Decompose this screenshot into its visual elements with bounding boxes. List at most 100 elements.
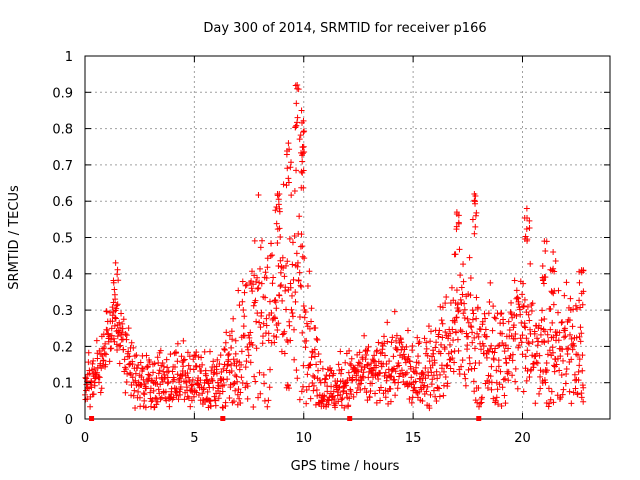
data-point [483,333,490,340]
data-point [499,384,506,391]
data-point [124,370,131,377]
data-point [131,353,138,360]
data-point [129,374,136,381]
data-point [495,401,502,408]
data-point [546,347,553,354]
data-point [467,323,474,330]
data-point [575,368,582,375]
data-point [276,225,283,232]
data-point [362,356,369,363]
data-point [440,382,447,389]
data-point [429,376,436,383]
data-point [487,279,494,286]
data-point [234,378,241,385]
data-point [407,358,414,365]
data-point [301,128,308,135]
data-point [297,132,304,139]
data-point [108,345,115,352]
data-point [275,196,282,203]
data-point [465,319,472,326]
baseline-mark [220,416,226,421]
data-point [319,365,326,372]
data-point [505,345,512,352]
data-point [566,388,573,395]
data-point [155,386,162,393]
data-point [550,334,557,341]
data-point [272,207,279,214]
data-point [465,333,472,340]
data-point [258,280,265,287]
data-point [300,117,307,124]
data-point [462,382,469,389]
data-point [409,342,416,349]
data-point [283,151,290,158]
data-point [455,347,462,354]
data-point [361,385,368,392]
data-point [446,341,453,348]
data-point [356,360,363,367]
data-point [389,366,396,373]
data-point [274,190,281,197]
data-point [479,394,486,401]
data-point [190,356,197,363]
data-point [136,394,143,401]
data-point [298,107,305,114]
data-point [529,338,536,345]
data-point [491,349,498,356]
data-point [526,373,533,380]
data-point [536,352,543,359]
data-point [308,305,315,312]
data-point [142,404,149,411]
data-point [165,379,172,386]
data-point [228,328,235,335]
data-point [519,332,526,339]
y-tick-label: 0.2 [52,340,73,355]
data-point [489,327,496,334]
data-point [242,364,249,371]
data-point [402,359,409,366]
data-point [520,280,527,287]
data-point [111,322,118,329]
data-point [561,334,568,341]
data-point [479,318,486,325]
data-point [441,346,448,353]
data-point [500,320,507,327]
data-point [519,291,526,298]
data-point [514,385,521,392]
data-point [523,205,530,212]
grid-lines [85,56,610,419]
data-point [310,387,317,394]
data-point [467,292,474,299]
data-point [457,272,464,279]
data-point [201,348,208,355]
data-point [130,344,137,351]
data-point [181,396,188,403]
data-point [459,291,466,298]
data-point [294,82,301,89]
data-point [508,310,515,317]
data-point [436,327,443,334]
data-point [149,397,156,404]
data-point [403,369,410,376]
data-point [492,397,499,404]
data-point [273,220,280,227]
data-point [262,269,269,276]
data-point [275,201,282,208]
data-point [495,363,502,370]
data-point [430,372,437,379]
data-point [459,357,466,364]
data-point [346,347,353,354]
data-point [265,330,272,337]
data-point [293,100,300,107]
data-point [495,357,502,364]
data-point [261,397,268,404]
data-point [526,317,533,324]
data-point [512,378,519,385]
data-point [103,308,110,315]
data-point [255,191,262,198]
data-point [273,334,280,341]
data-point [525,311,532,318]
data-point [255,394,262,401]
data-point [266,298,273,305]
data-point [164,380,171,387]
